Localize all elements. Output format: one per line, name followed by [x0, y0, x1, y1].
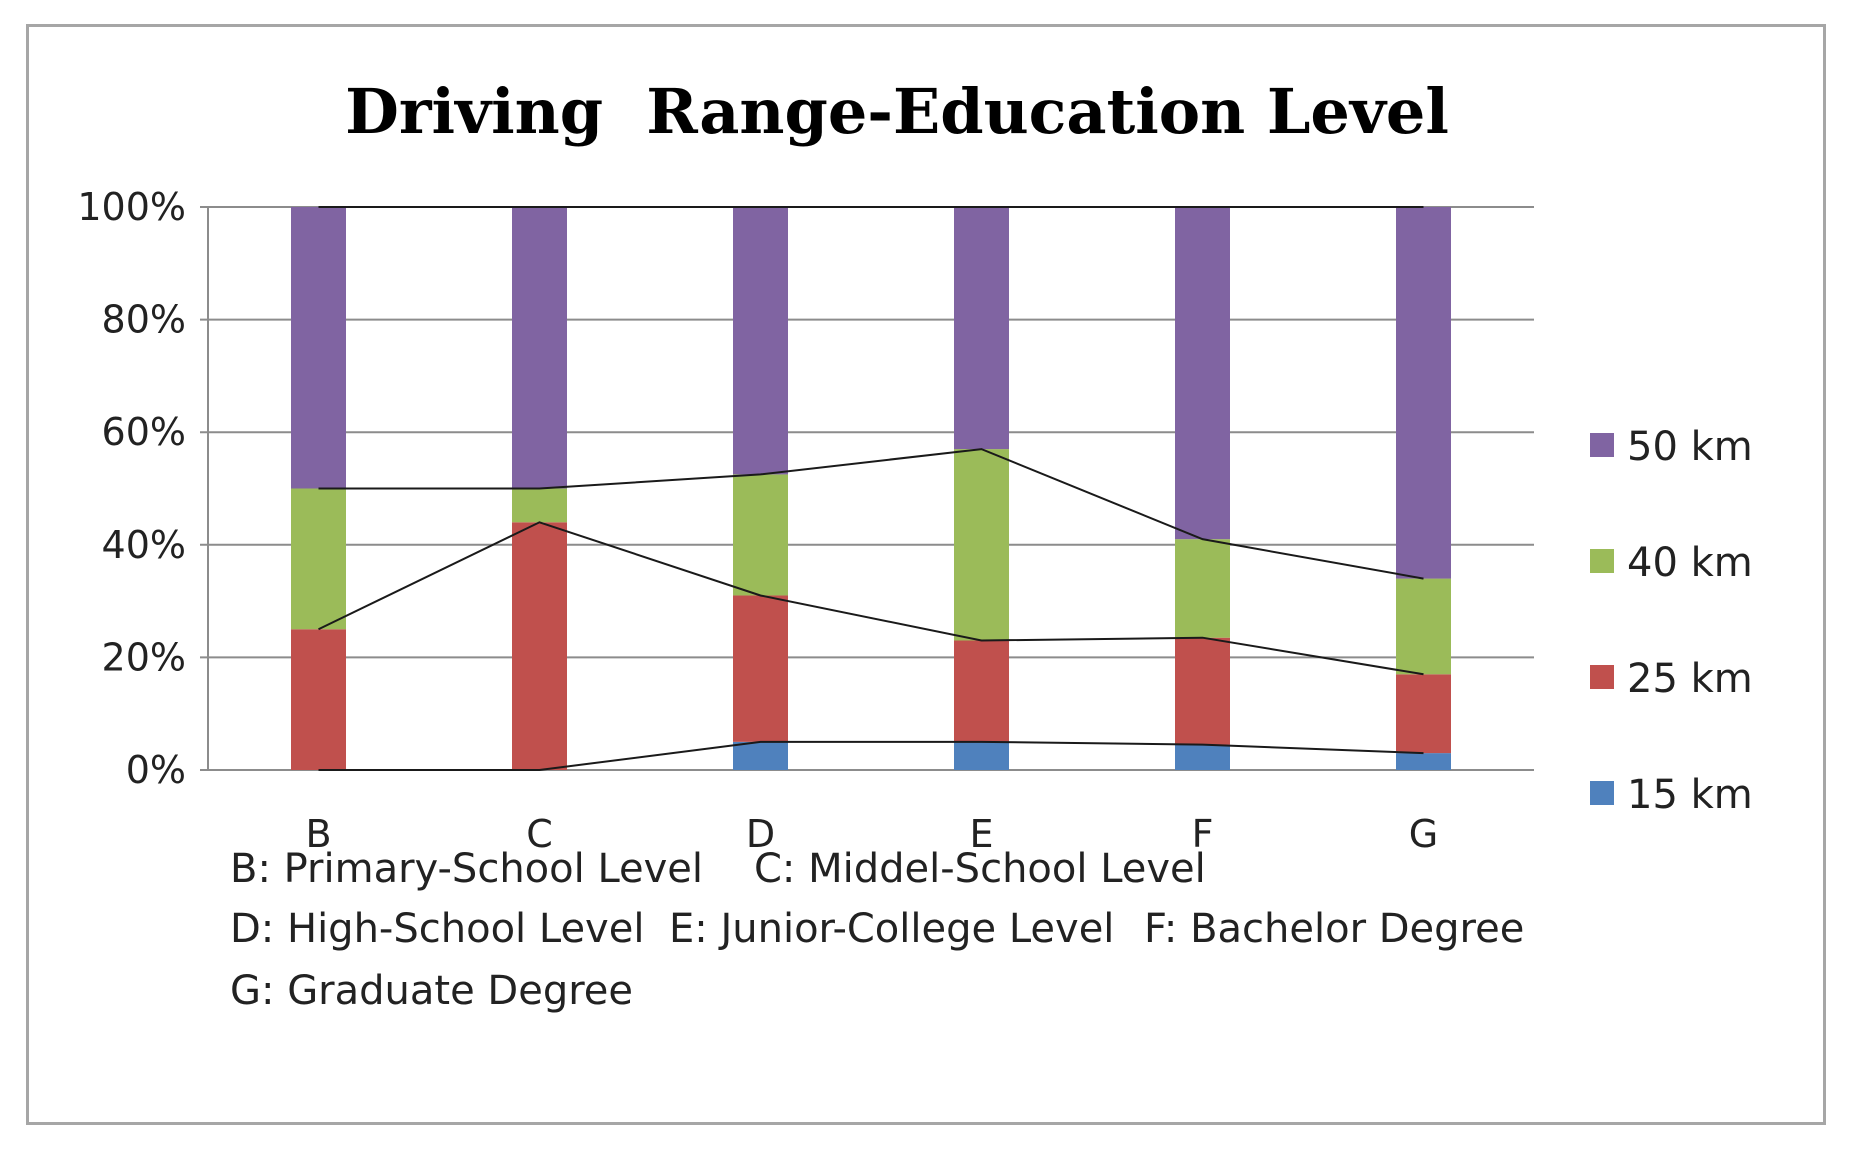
- series-line-25-km: [318, 521, 1424, 676]
- legend-swatch: [1590, 665, 1614, 689]
- note-g: G: Graduate Degree: [230, 968, 633, 1014]
- bar-40-km-C: [512, 488, 567, 523]
- bar-40-km-G: [1396, 578, 1451, 675]
- bar-50-km-D: [733, 207, 788, 475]
- x-tick-label: D: [746, 812, 775, 856]
- bar-40-km-F: [1175, 539, 1230, 638]
- bars: [291, 207, 1451, 770]
- y-tick-label: 100%: [77, 185, 186, 229]
- note-b: B: Primary-School Level: [230, 846, 703, 892]
- note-d: D: High-School Level: [230, 906, 644, 952]
- bar-15-km-D: [733, 741, 788, 770]
- bar-15-km-E: [954, 741, 1009, 770]
- series-line-40-km: [318, 448, 1424, 580]
- y-tick-label: 0%: [126, 748, 186, 792]
- series-line-15-km: [318, 740, 1424, 771]
- legend-swatch: [1590, 433, 1614, 457]
- series-lines: [318, 206, 1424, 771]
- bar-50-km-B: [291, 207, 346, 489]
- legend-label: 25 km: [1627, 656, 1753, 702]
- note-e: E: Junior-College Level: [669, 906, 1114, 952]
- x-tick-label: G: [1409, 812, 1438, 856]
- legend-swatch: [1590, 781, 1614, 805]
- y-tick-label: 80%: [102, 298, 186, 342]
- legend: 50 km 40 km 25 km 15 km: [1590, 424, 1753, 818]
- legend-label: 40 km: [1627, 540, 1753, 586]
- bar-50-km-C: [512, 207, 567, 489]
- x-axis-ticks: B C D E F G: [305, 812, 1438, 856]
- y-tick-label: 60%: [102, 410, 186, 454]
- legend-label: 15 km: [1627, 772, 1753, 818]
- bar-50-km-G: [1396, 207, 1451, 579]
- y-tick-label: 20%: [102, 635, 186, 679]
- bar-25-km-C: [512, 522, 567, 770]
- chart-title: Driving Range-Education Level: [345, 75, 1449, 148]
- x-tick-label: F: [1192, 812, 1214, 856]
- x-tick-label: C: [526, 812, 553, 856]
- y-tick-label: 40%: [102, 523, 186, 567]
- bar-25-km-D: [733, 595, 788, 742]
- y-axis-ticks: 0% 20% 40% 60% 80% 100%: [77, 185, 186, 792]
- note-f: F: Bachelor Degree: [1144, 906, 1524, 952]
- bar-15-km-G: [1396, 753, 1451, 770]
- category-notes: B: Primary-School Level C: Middel-School…: [230, 846, 1524, 1014]
- chart-frame: Driving Range-Education Level 0% 20% 40% 60…: [26, 24, 1826, 1125]
- bar-50-km-E: [954, 207, 1009, 450]
- bar-25-km-E: [954, 640, 1009, 742]
- bar-40-km-B: [291, 488, 346, 630]
- legend-swatch: [1590, 549, 1614, 573]
- bar-25-km-F: [1175, 637, 1230, 745]
- bar-50-km-F: [1175, 207, 1230, 540]
- bar-25-km-G: [1396, 674, 1451, 754]
- bar-40-km-D: [733, 474, 788, 596]
- bar-25-km-B: [291, 629, 346, 770]
- chart-svg: Driving Range-Education Level 0% 20% 40% 60…: [77, 75, 1753, 1014]
- note-c: C: Middel-School Level: [754, 846, 1206, 892]
- x-tick-label: B: [305, 812, 331, 856]
- bar-15-km-F: [1175, 744, 1230, 770]
- x-tick-label: E: [969, 812, 993, 856]
- legend-label: 50 km: [1627, 424, 1753, 470]
- bar-40-km-E: [954, 449, 1009, 641]
